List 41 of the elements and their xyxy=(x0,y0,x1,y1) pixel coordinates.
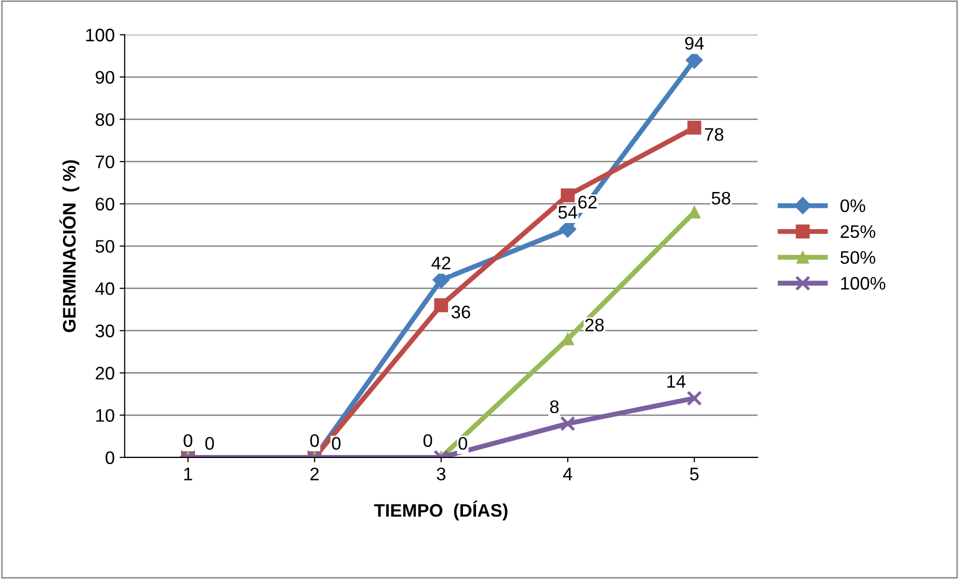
data-label: 54 xyxy=(558,206,578,219)
y-tick-label: 0 xyxy=(106,451,114,464)
x-axis-title: TIEMPO (DÍAS) xyxy=(374,500,508,520)
x-tick-label: 3 xyxy=(436,468,446,480)
y-axis-title: GERMINACIÓN ( %) xyxy=(60,160,80,332)
legend-label: 25% xyxy=(840,225,876,238)
y-tick-label: 20 xyxy=(96,366,114,380)
y-tick-label: 90 xyxy=(96,70,114,84)
data-label: 0 xyxy=(458,436,468,450)
point xyxy=(687,120,702,135)
data-label: 14 xyxy=(667,375,686,388)
data-label: 0 xyxy=(184,434,192,447)
data-label: 0 xyxy=(332,436,341,450)
y-tick-label: 70 xyxy=(96,155,114,168)
data-label: 28 xyxy=(585,318,604,332)
y-tick-label: 10 xyxy=(96,409,114,422)
data-label: 0 xyxy=(310,434,319,447)
data-label: 62 xyxy=(578,196,597,209)
data-label: 0 xyxy=(205,436,214,450)
x-tick-label: 2 xyxy=(310,468,319,480)
data-label: 36 xyxy=(452,306,470,318)
data-label: 58 xyxy=(712,192,730,205)
legend-label: 100% xyxy=(841,276,886,290)
data-label: 0 xyxy=(423,434,432,447)
x-tick-label: 1 xyxy=(184,468,192,480)
data-label: 42 xyxy=(432,256,450,270)
data-label: 94 xyxy=(685,36,704,50)
legend-label: 50% xyxy=(840,251,876,264)
y-tick-label: 80 xyxy=(96,113,114,126)
data-label: 78 xyxy=(704,128,724,141)
point xyxy=(560,188,575,202)
x-tick-label: 4 xyxy=(563,468,572,480)
y-tick-label: 100 xyxy=(86,28,114,42)
legend-label: 0% xyxy=(840,199,866,212)
y-tick-label: 30 xyxy=(96,324,114,338)
y-tick-label: 50 xyxy=(96,240,114,253)
y-tick-label: 40 xyxy=(95,282,114,296)
data-label: 8 xyxy=(550,400,559,414)
y-tick-label: 60 xyxy=(96,198,114,211)
x-tick-label: 5 xyxy=(690,468,699,480)
point xyxy=(434,298,448,312)
